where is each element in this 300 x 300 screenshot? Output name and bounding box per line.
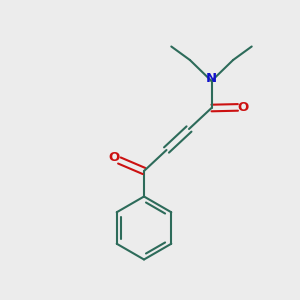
Text: O: O (238, 101, 249, 114)
Text: N: N (206, 72, 217, 86)
Text: O: O (109, 151, 120, 164)
